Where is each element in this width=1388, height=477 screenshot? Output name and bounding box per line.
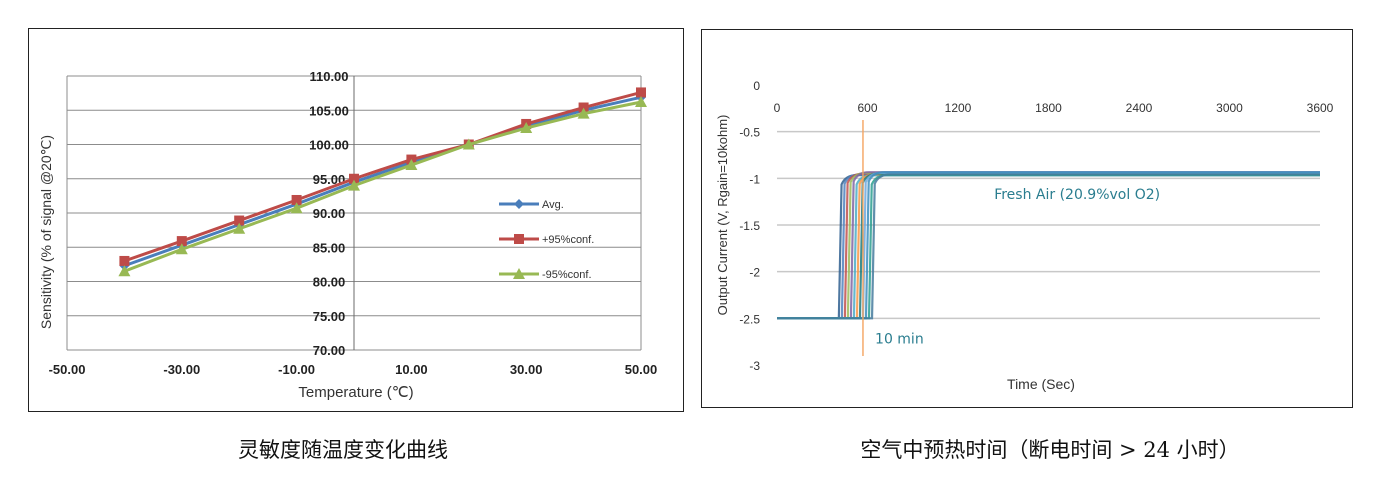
data-point [118,265,131,277]
data-point [577,107,590,119]
y-tick-label: 85.00 [313,240,346,255]
x-tick-label: 50.00 [625,362,658,377]
data-point [348,179,360,191]
x-tick-label: 10.00 [395,362,428,377]
x-tick-labels: 0 600 1200 1800 2400 3000 3600 [774,101,1334,115]
data-point [578,102,589,113]
x-tick-label: 3600 [1307,101,1334,115]
y-axis-label: Output Current (V, Rgain=10kohm) [715,115,730,316]
left-chart-caption: 灵敏度随温度变化曲线 [238,438,448,462]
x-axis-label: Temperature (℃) [298,384,413,401]
annotation-label: 10 min [875,332,924,348]
data-point [290,202,303,214]
y-tick-label: 110.00 [309,69,348,84]
data-point [462,138,475,150]
warmup-trace [777,173,1320,320]
y-tick-label: -2.5 [739,312,760,326]
x-tick-label: 30.00 [510,362,543,377]
data-point [635,96,647,108]
warmup-chart-panel: 0 -0.5 -1 -1.5 -2 -2.5 -3 0 600 1200 1800 2400 3000… [701,29,1353,408]
legend-item: -95%conf. [499,268,592,281]
y-tick-label: -3 [749,359,760,373]
right-chart-caption: 空气中预热时间（断电时间 > 24 小时） [860,438,1240,462]
x-tick-label: 1200 [945,101,972,115]
legend-item: +95%conf. [499,234,594,246]
series-group [777,120,1320,356]
data-point [233,222,246,234]
x-axis-label: Time (Sec) [1007,376,1075,392]
x-tick-label: 2400 [1126,101,1153,115]
data-point [520,122,533,134]
data-point [405,159,418,171]
data-point [176,236,187,247]
y-tick-label: -0.5 [739,126,760,140]
y-tick-label: -2 [749,266,760,280]
chart-axes [66,76,642,350]
data-point [119,255,130,266]
legend: Avg. +95%conf. -95%conf. [499,199,594,281]
y-tick-label: 80.00 [313,275,346,290]
legend-label: +95%conf. [542,234,594,246]
x-tick-labels: -50.00 -30.00 -10.00 10.00 30.00 50.00 [49,362,658,377]
y-tick-label: 105.00 [309,103,349,118]
legend-label: Avg. [542,199,564,211]
legend-marker [514,199,524,209]
y-tick-label: 95.00 [313,172,346,187]
legend-label: -95%conf. [542,269,592,281]
x-tick-label: 0 [774,101,781,115]
sensitivity-chart: 70.00 75.00 80.00 85.00 90.00 95.00 100.00 105.… [38,69,658,401]
y-tick-labels: 0 -0.5 -1 -1.5 -2 -2.5 -3 [739,79,760,373]
x-tick-label: 3000 [1216,101,1243,115]
y-tick-label: 100.00 [309,138,349,153]
legend-marker [514,234,524,244]
y-tick-label: 75.00 [313,309,346,324]
warmup-trace [777,171,1320,320]
x-tick-label: -10.00 [278,362,315,377]
y-axis-label: Sensitivity (% of signal @20℃) [38,135,54,329]
series-group [118,87,647,277]
x-tick-label: -50.00 [49,362,86,377]
data-point [234,215,245,226]
legend-marker [513,268,525,279]
y-tick-label: 90.00 [313,206,346,221]
data-point [175,243,188,255]
data-point [349,173,359,184]
data-point [291,194,302,205]
annotation-label: Fresh Air (20.9%vol O2) [994,187,1160,203]
x-tick-label: 1800 [1035,101,1062,115]
y-tick-label: 0 [753,79,760,93]
y-tick-label: -1.5 [739,219,760,233]
y-tick-labels: 70.00 75.00 80.00 85.00 90.00 95.00 100.00 105.… [309,69,349,358]
y-tick-label: 70.00 [313,343,346,358]
series-line [123,90,642,263]
x-tick-label: 600 [857,101,877,115]
x-tick-label: -30.00 [163,362,200,377]
series-line [123,95,642,268]
y-tick-label: -1 [749,172,760,186]
series-line [123,100,642,273]
legend-item: Avg. [499,199,564,211]
data-point [636,87,646,98]
annotations: Fresh Air (20.9%vol O2) 10 min [875,187,1160,348]
series--95-conf- [118,96,647,277]
warmup-chart: 0 -0.5 -1 -1.5 -2 -2.5 -3 0 600 1200 1800 2400 3000… [715,79,1334,392]
sensitivity-chart-panel: 70.00 75.00 80.00 85.00 90.00 95.00 100.00 105.… [28,28,684,412]
warmup-trace [777,171,1320,320]
